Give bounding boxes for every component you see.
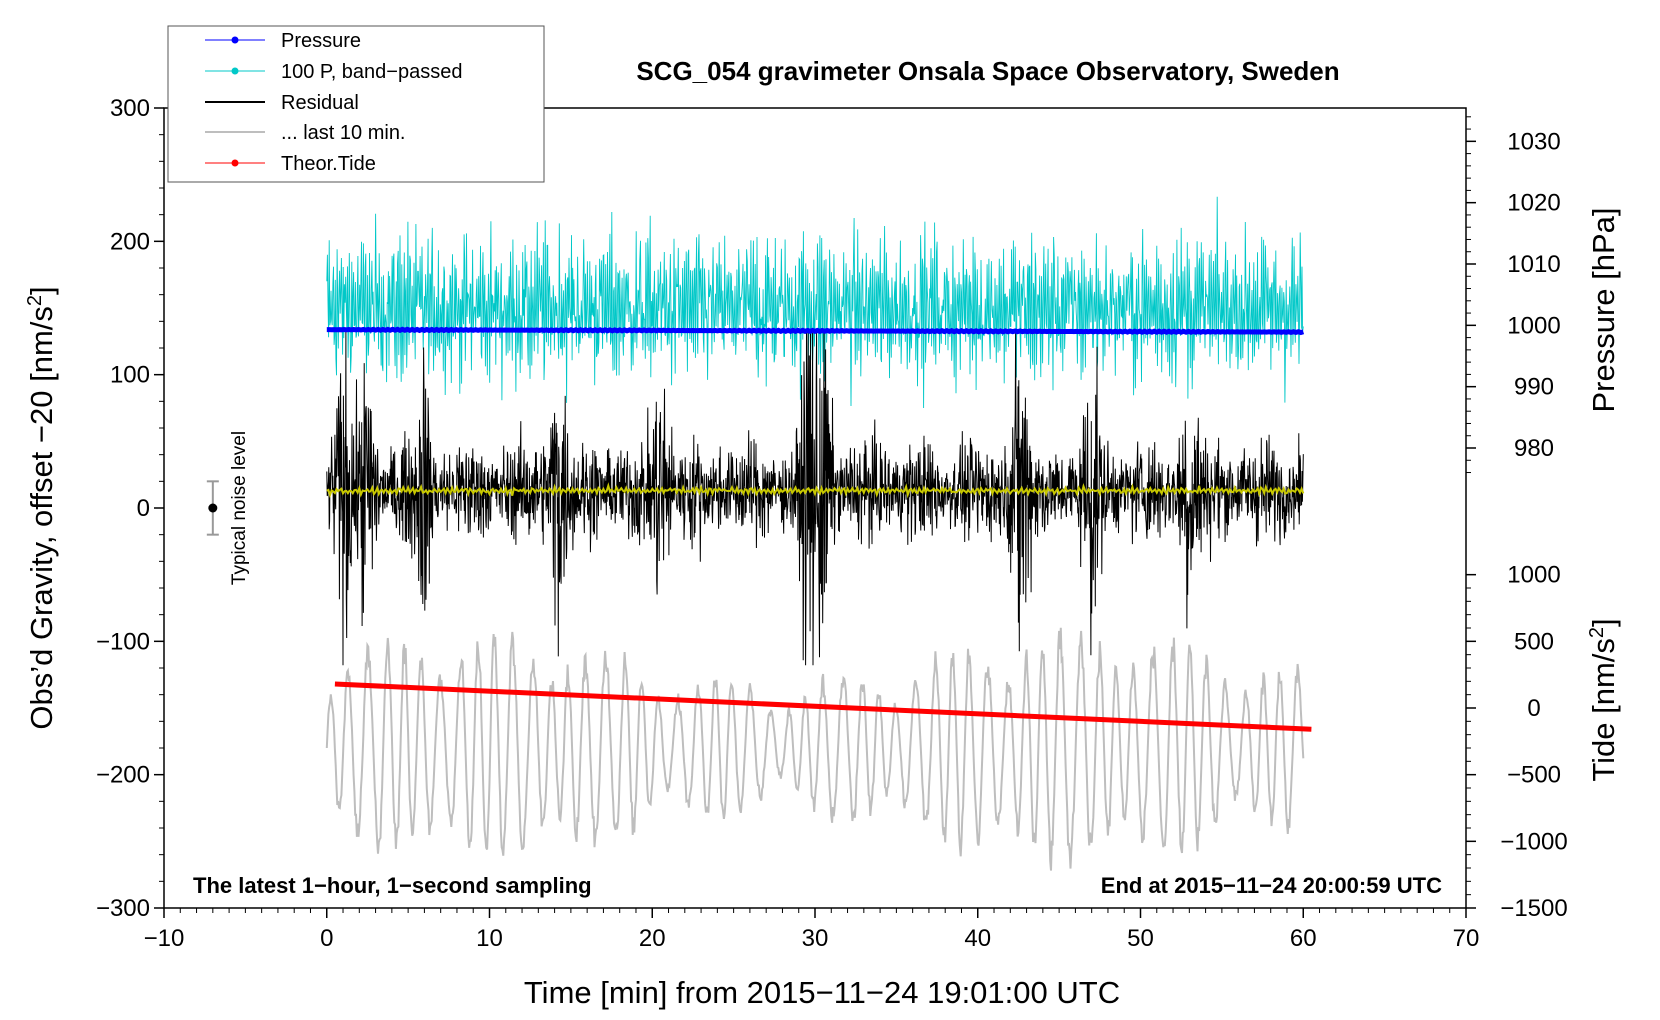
y-tick-label: 0 [137,495,150,522]
pressure-tick-label: 1020 [1507,190,1560,217]
x-tick-label: 40 [964,925,991,952]
x-tick-label: 0 [320,925,333,952]
tide-tick-label: −1000 [1500,828,1567,855]
y-axis-label-tide: Tide [nm/s2] [1586,618,1621,781]
y-tick-label: 200 [110,228,150,255]
tide-tick-label: 500 [1514,628,1554,655]
legend-item-theoretical-tide: Theor.Tide [205,153,376,175]
tide-tick-label: 0 [1527,695,1540,722]
y-axis-pressure: 980 990 1000 1010 1020 1030 [1466,116,1561,474]
svg-text:100 P, band−passed: 100 P, band−passed [281,61,462,83]
series-residual [326,331,1304,666]
pressure-tick-label: 1000 [1507,312,1560,339]
x-tick-label: 60 [1290,925,1317,952]
annotation-bottom-right: End at 2015−11−24 20:00:59 UTC [1101,873,1442,898]
series-residual-mean [326,482,1305,499]
noise-point [208,503,218,513]
legend-item-band-passed: 100 P, band−passed [205,61,462,83]
y-tick-label: −100 [96,628,150,655]
tide-tick-label: −500 [1507,762,1561,789]
y-tick-label: 100 [110,362,150,389]
y-tick-label: −300 [96,895,150,922]
x-tick-label: 50 [1127,925,1154,952]
svg-text:Theor.Tide: Theor.Tide [281,153,376,175]
x-axis: −10 0 10 20 30 40 50 60 70 [144,908,1480,952]
x-tick-label: 10 [476,925,503,952]
pressure-tick-label: 980 [1514,435,1554,462]
legend-item-last-10-min: ... last 10 min. [205,122,406,144]
legend: Pressure 100 P, band−passed Residual ...… [167,25,545,183]
x-tick-label: 70 [1453,925,1480,952]
svg-text:Residual: Residual [281,92,359,114]
series-theoretical-tide [334,681,1312,732]
legend-item-pressure: Pressure [205,30,361,52]
series-last-10-min [325,627,1305,871]
series-layer [325,196,1312,871]
legend-box [167,25,545,183]
y-tick-label: 300 [110,95,150,122]
pressure-tick-label: 1010 [1507,251,1560,278]
x-axis-label: Time [min] from 2015−11−24 19:01:00 UTC [524,975,1120,1010]
y-axis-label-main: Obs’d Gravity, offset −20 [nm/s2] [24,286,59,729]
svg-text:Pressure: Pressure [281,30,361,52]
y-axis-left: −300 −200 −100 0 100 200 300 [96,95,164,922]
noise-level-indicator: Typical noise level [206,431,250,585]
y-axis-tide: −1500 −1000 −500 0 500 1000 [1466,562,1568,922]
noise-level-label: Typical noise level [229,431,250,585]
chart-title: SCG_054 gravimeter Onsala Space Observat… [636,56,1339,86]
annotation-bottom-left: The latest 1−hour, 1−second sampling [193,873,592,898]
x-tick-label: 30 [802,925,829,952]
y-axis-label-pressure: Pressure [hPa] [1586,207,1621,412]
tide-tick-label: 1000 [1507,562,1560,589]
y-tick-label: −200 [96,762,150,789]
series-pressure [326,326,1305,336]
series-band-passed-pressure [326,196,1304,409]
x-tick-label: 20 [639,925,666,952]
legend-item-residual: Residual [205,92,359,114]
x-tick-label: −10 [144,925,185,952]
pressure-tick-label: 990 [1514,374,1554,401]
svg-text:... last 10 min.: ... last 10 min. [281,122,406,144]
tide-tick-label: −1500 [1500,895,1567,922]
pressure-tick-label: 1030 [1507,128,1560,155]
